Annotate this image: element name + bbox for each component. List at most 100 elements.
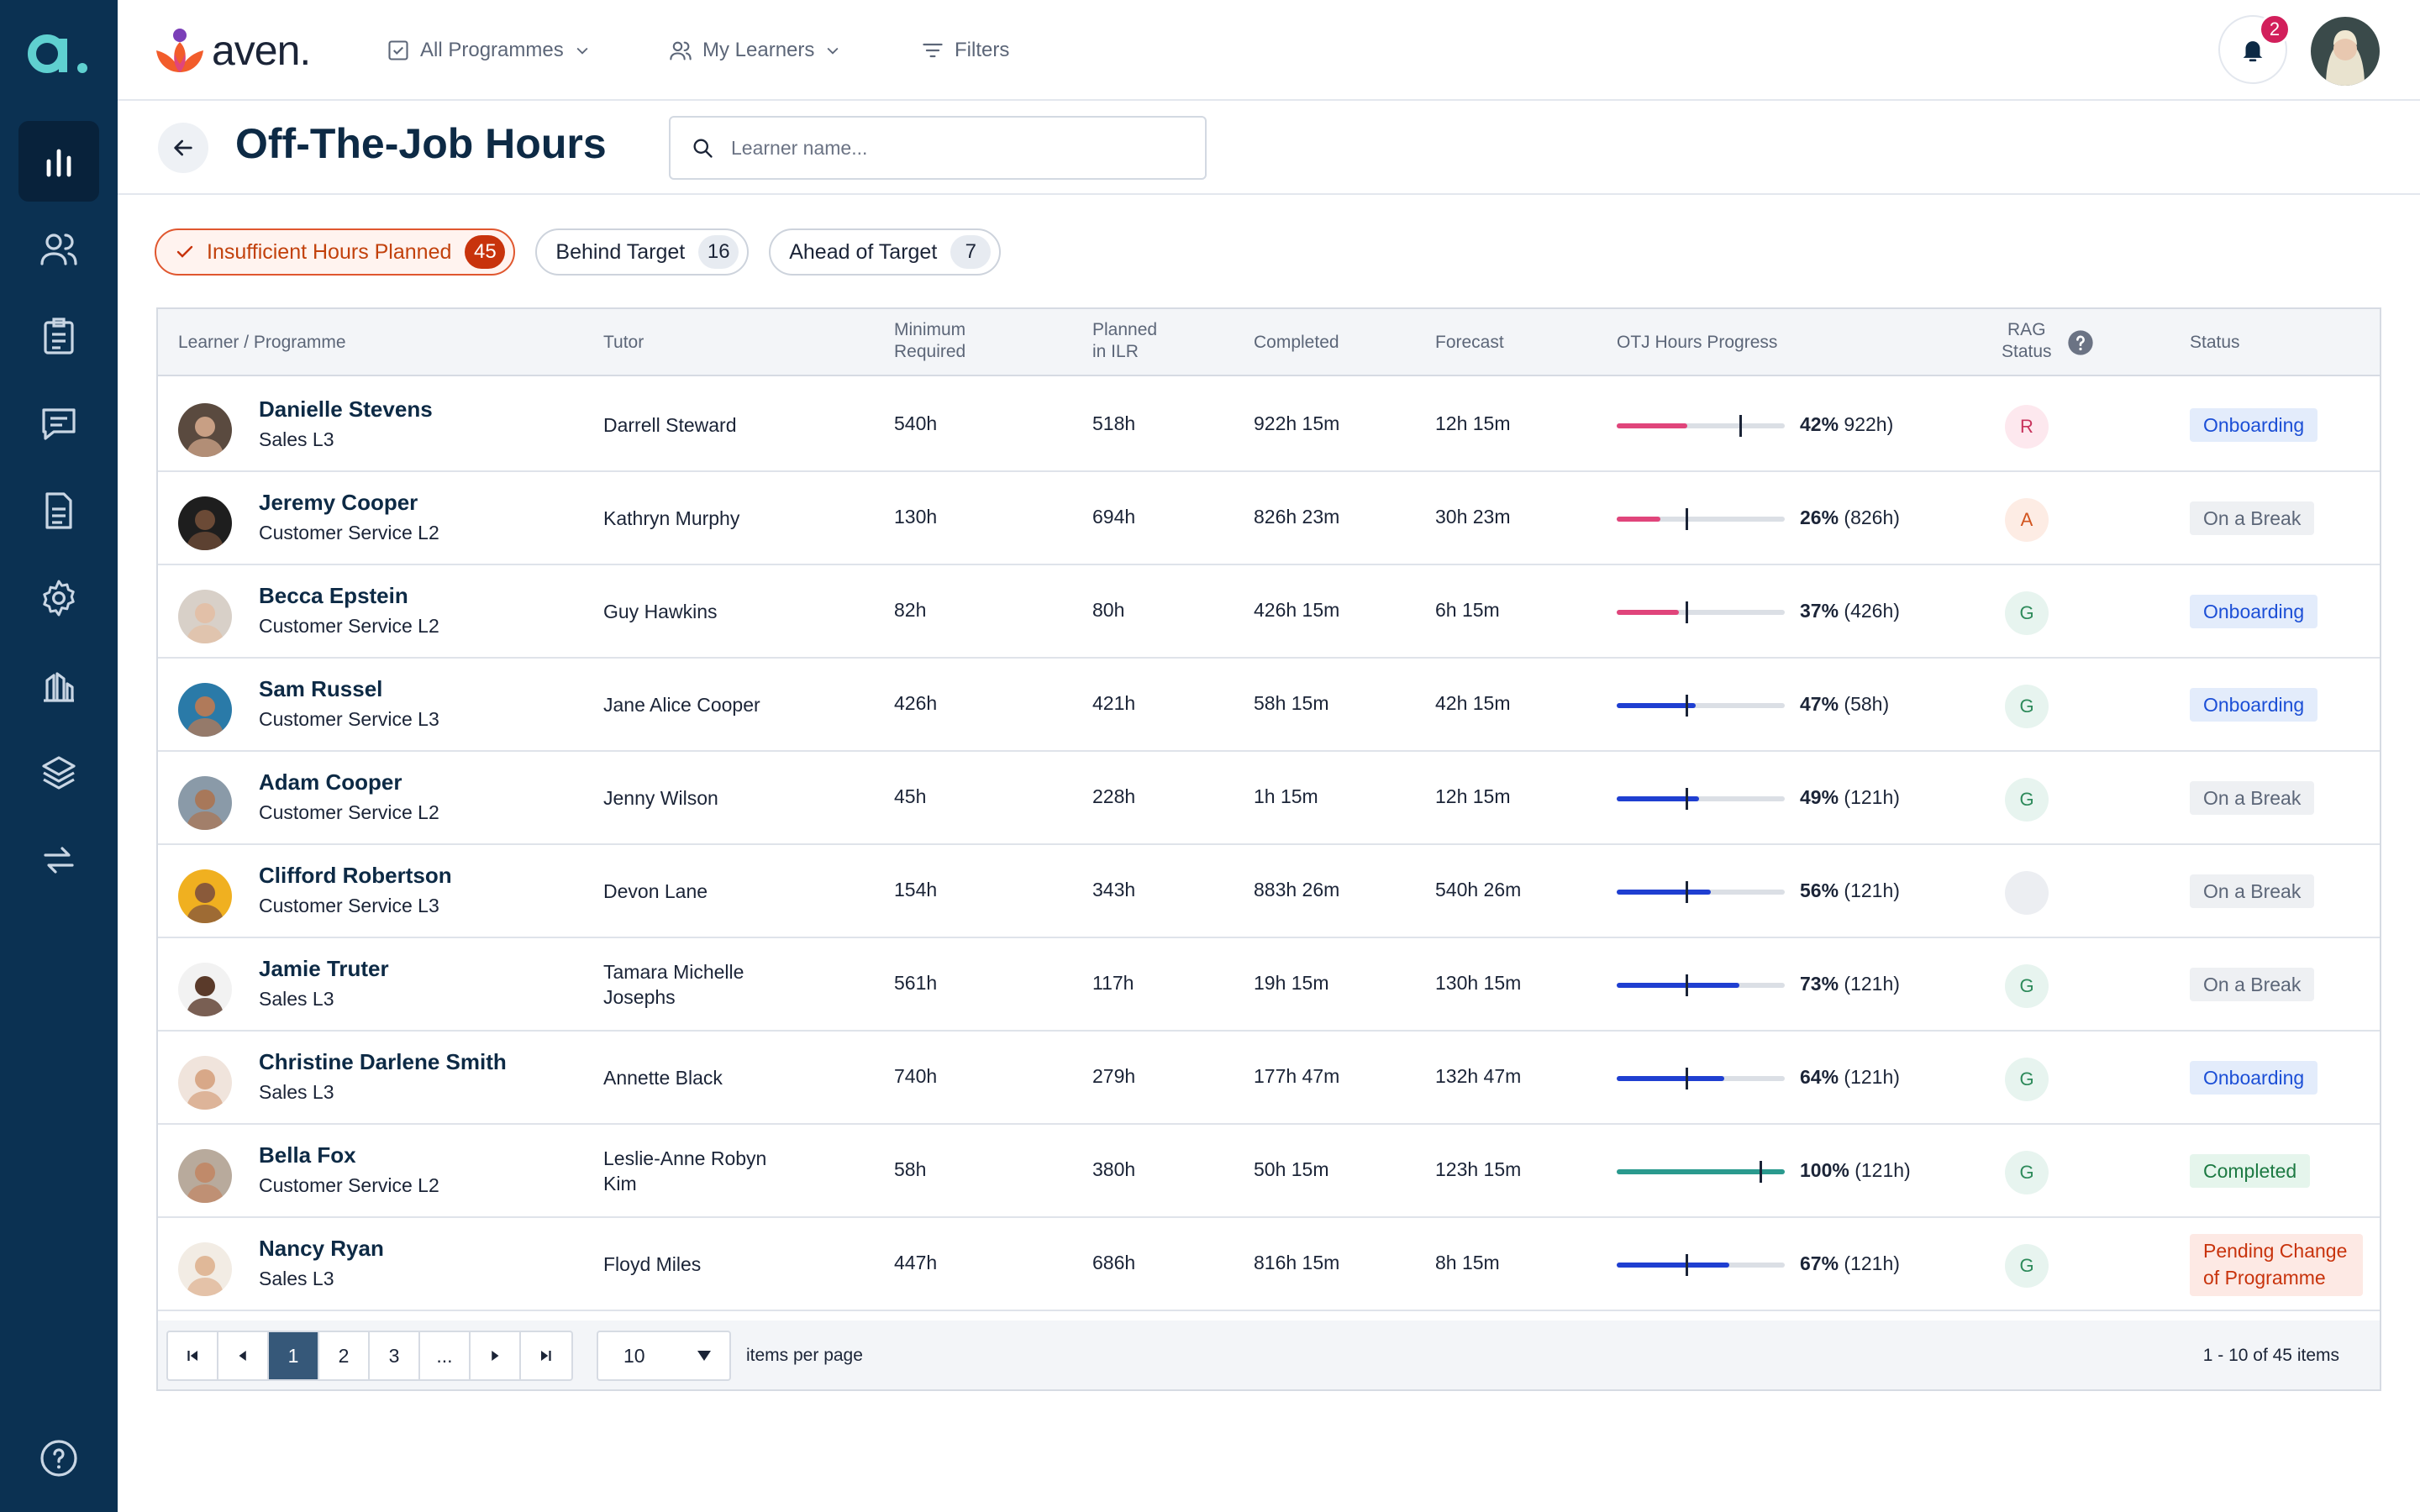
planned-in-ilr: 279h (1092, 1065, 1136, 1087)
column-header-learner[interactable]: Learner / Programme (178, 333, 346, 352)
learner-name[interactable]: Clifford Robertson (259, 863, 452, 888)
table-row[interactable]: Sam Russel Customer Service L3 Jane Alic… (158, 658, 2380, 752)
last-page-button[interactable] (521, 1332, 571, 1379)
filters-label: Filters (955, 39, 1010, 61)
sidebar-item-sync[interactable] (18, 820, 99, 900)
prev-page-button[interactable] (218, 1332, 269, 1379)
column-header-status[interactable]: Status (2190, 333, 2240, 352)
brand-logo[interactable]: aven. (155, 25, 311, 76)
chip-ahead-of-target[interactable]: Ahead of Target 7 (769, 228, 1002, 276)
search-input[interactable] (731, 136, 1202, 160)
table-row[interactable]: Bella Fox Customer Service L2 Leslie-Ann… (158, 1124, 2380, 1218)
rag-status-badge: G (2005, 778, 2049, 822)
learner-avatar[interactable] (178, 869, 232, 923)
column-header-tutor[interactable]: Tutor (603, 333, 644, 352)
learner-search[interactable] (669, 116, 1207, 180)
per-page-value: 10 (623, 1344, 645, 1367)
more-pages-button[interactable]: ... (420, 1332, 471, 1379)
sidebar-item-dashboard[interactable] (18, 121, 99, 202)
per-page-select[interactable]: 10 (597, 1331, 731, 1381)
status-badge: On a Break (2190, 874, 2315, 908)
filters-button[interactable]: Filters (921, 32, 1009, 69)
sidebar-item-tasks[interactable] (18, 296, 99, 376)
column-header-forecast[interactable]: Forecast (1435, 333, 1504, 352)
learner-name[interactable]: Bella Fox (259, 1142, 356, 1168)
learner-photo-icon (178, 869, 232, 923)
page-3-button[interactable]: 3 (370, 1332, 420, 1379)
target-marker (1686, 881, 1688, 903)
column-header-minimum[interactable]: Minimum Required (894, 319, 965, 363)
learners-dropdown[interactable]: My Learners (669, 32, 841, 69)
table-row[interactable]: Becca Epstein Customer Service L2 Guy Ha… (158, 564, 2380, 659)
notifications-button[interactable]: 2 (2218, 13, 2291, 84)
report-chart-icon (44, 672, 74, 702)
table-row[interactable]: Christine Darlene Smith Sales L3 Annette… (158, 1031, 2380, 1125)
learner-name[interactable]: Danielle Stevens (259, 396, 433, 422)
progress-percent-value: 100% (1800, 1159, 1849, 1181)
progress-bar (1617, 974, 1785, 996)
learner-name[interactable]: Jeremy Cooper (259, 490, 418, 515)
next-page-button[interactable] (471, 1332, 521, 1379)
learner-name[interactable]: Nancy Ryan (259, 1236, 384, 1261)
brand-name: aven. (212, 27, 311, 74)
programmes-dropdown[interactable]: All Programmes (387, 32, 591, 69)
target-marker (1686, 601, 1688, 623)
learner-avatar[interactable] (178, 1242, 232, 1296)
progress-bar (1617, 788, 1785, 810)
learner-avatar[interactable] (178, 496, 232, 550)
chip-behind-target[interactable]: Behind Target 16 (535, 228, 750, 276)
table-row[interactable]: Jeremy Cooper Customer Service L2 Kathry… (158, 471, 2380, 565)
user-photo-icon (2311, 17, 2380, 86)
minimum-required: 58h (894, 1158, 927, 1180)
lotus-icon (156, 29, 203, 72)
learner-name[interactable]: Jamie Truter (259, 956, 389, 981)
table-row[interactable]: Clifford Robertson Customer Service L3 D… (158, 844, 2380, 938)
forecast-hours: 6h 15m (1435, 599, 1500, 621)
progress-bar (1617, 508, 1785, 530)
learner-avatar[interactable] (178, 590, 232, 643)
user-avatar[interactable] (2311, 17, 2380, 86)
learner-avatar[interactable] (178, 1149, 232, 1203)
document-icon (45, 492, 72, 529)
sidebar-logo[interactable] (25, 22, 92, 81)
learner-name[interactable]: Sam Russel (259, 676, 383, 701)
sidebar-item-help[interactable] (18, 1418, 99, 1499)
table-row[interactable]: Jamie Truter Sales L3 Tamara Michelle Jo… (158, 937, 2380, 1032)
progress-percent-value: 67% (1800, 1252, 1839, 1274)
sidebar-item-programmes[interactable] (18, 732, 99, 813)
learner-avatar[interactable] (178, 963, 232, 1016)
sidebar-item-documents[interactable] (18, 470, 99, 551)
learner-name[interactable]: Adam Cooper (259, 769, 402, 795)
column-header-planned[interactable]: Planned in ILR (1092, 319, 1157, 363)
learner-name[interactable]: Becca Epstein (259, 583, 408, 608)
sidebar-item-settings[interactable] (18, 558, 99, 638)
page-2-button[interactable]: 2 (319, 1332, 370, 1379)
sidebar-item-messages[interactable] (18, 383, 99, 464)
rag-status-badge (2005, 871, 2049, 915)
learner-avatar[interactable] (178, 1056, 232, 1110)
back-button[interactable] (158, 123, 208, 173)
learner-avatar[interactable] (178, 683, 232, 737)
chat-icon (42, 408, 76, 440)
progress-percent-value: 47% (1800, 693, 1839, 715)
chip-insufficient-hours[interactable]: Insufficient Hours Planned 45 (155, 228, 516, 276)
minimum-required: 447h (894, 1252, 938, 1273)
table-row[interactable]: Adam Cooper Customer Service L2 Jenny Wi… (158, 751, 2380, 845)
table-row[interactable]: Nancy Ryan Sales L3 Floyd Miles 447h 686… (158, 1217, 2380, 1311)
forecast-hours: 123h 15m (1435, 1158, 1522, 1180)
learner-avatar[interactable] (178, 403, 232, 457)
completed-hours: 177h 47m (1254, 1065, 1340, 1087)
sidebar-item-reports[interactable] (18, 645, 99, 726)
first-page-button[interactable] (168, 1332, 218, 1379)
column-header-line: Required (894, 342, 966, 361)
target-marker (1760, 1161, 1762, 1183)
table-row[interactable]: Danielle Stevens Sales L3 Darrell Stewar… (158, 378, 2380, 472)
help-circle-icon[interactable] (2067, 329, 2094, 356)
learner-avatar[interactable] (178, 776, 232, 830)
column-header-completed[interactable]: Completed (1254, 333, 1339, 352)
column-header-progress[interactable]: OTJ Hours Progress (1617, 333, 1778, 352)
learner-name[interactable]: Christine Darlene Smith (259, 1049, 507, 1074)
column-header-rag[interactable]: RAG Status (2002, 319, 2052, 363)
sidebar-item-learners[interactable] (18, 208, 99, 289)
page-1-button[interactable]: 1 (269, 1332, 319, 1379)
